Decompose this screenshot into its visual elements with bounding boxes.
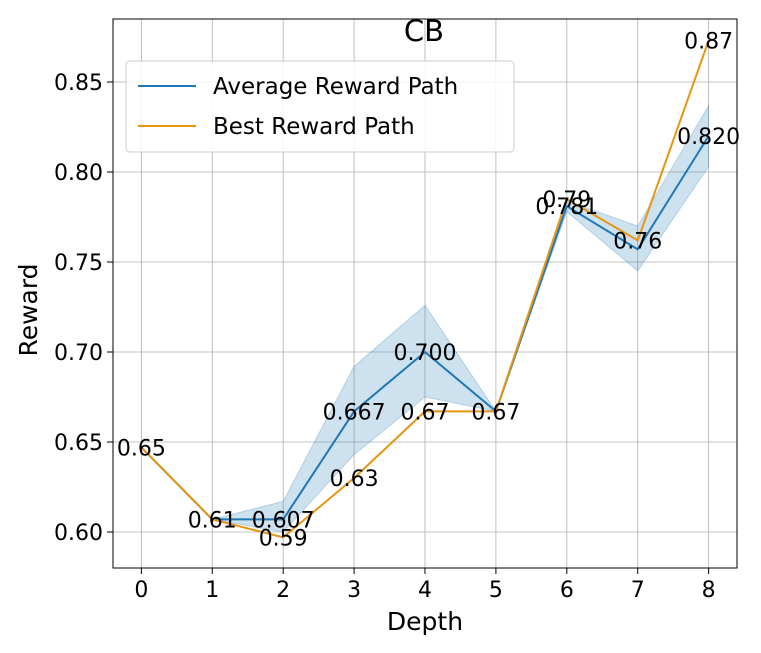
data-label: 0.67 xyxy=(401,400,450,425)
x-tick-label: 7 xyxy=(631,578,645,603)
data-label: 0.67 xyxy=(471,400,520,425)
data-label: 0.667 xyxy=(323,400,386,425)
data-label: 0.781 xyxy=(535,195,598,220)
legend: Average Reward Path Best Reward Path xyxy=(125,60,515,153)
y-tick-label: 0.65 xyxy=(54,431,103,456)
data-label: 0.59 xyxy=(259,526,308,551)
y-axis-label: Reward xyxy=(14,263,43,356)
x-tick-label: 4 xyxy=(418,578,432,603)
data-label: 0.65 xyxy=(117,436,166,461)
legend-label-average: Average Reward Path xyxy=(213,74,458,100)
data-label: 0.63 xyxy=(330,467,379,492)
series-lines xyxy=(140,40,710,539)
series-line-0 xyxy=(140,135,710,521)
x-tick-label: 0 xyxy=(134,578,148,603)
x-tick-label: 3 xyxy=(347,578,361,603)
y-tick-label: 0.85 xyxy=(54,71,103,96)
legend-label-best: Best Reward Path xyxy=(213,114,415,140)
data-label: 0.607 xyxy=(252,508,315,533)
x-tick-label: 6 xyxy=(560,578,574,603)
data-label: 0.79 xyxy=(542,188,591,213)
y-tick-label: 0.70 xyxy=(54,341,103,366)
data-label: 0.820 xyxy=(677,125,740,150)
x-tick-label: 8 xyxy=(702,578,716,603)
y-tick-label: 0.80 xyxy=(54,161,103,186)
y-axis-ticks: 0.60 0.65 0.70 0.75 0.80 0.85 xyxy=(54,71,113,546)
x-tick-label: 1 xyxy=(205,578,219,603)
data-label: 0.87 xyxy=(684,30,733,55)
data-label: 0.700 xyxy=(394,341,457,366)
y-tick-label: 0.75 xyxy=(54,251,103,276)
data-label: 0.61 xyxy=(188,508,237,533)
x-axis-label: Depth xyxy=(387,607,463,636)
x-axis-ticks: 0 1 2 3 4 5 6 7 8 xyxy=(134,568,716,603)
data-label: 0.76 xyxy=(613,229,662,254)
chart-title: CB xyxy=(404,14,444,48)
y-tick-label: 0.60 xyxy=(54,521,103,546)
x-tick-label: 5 xyxy=(489,578,503,603)
x-tick-label: 2 xyxy=(276,578,290,603)
legend-box xyxy=(125,60,515,153)
series-line-1 xyxy=(140,40,710,539)
